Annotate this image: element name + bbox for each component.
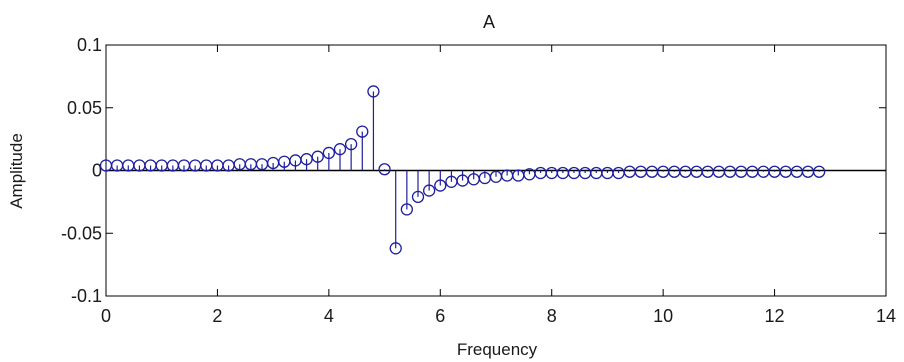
x-tick-label: 4 <box>324 306 334 326</box>
x-tick-label: 12 <box>765 306 785 326</box>
stem-marker <box>311 150 324 163</box>
y-axis-label: Amplitude <box>7 133 26 209</box>
stem-marker <box>434 179 447 192</box>
stem-marker <box>422 184 436 197</box>
stem-marker <box>389 242 402 255</box>
x-tick-label: 8 <box>547 306 557 326</box>
x-tick-label: 0 <box>101 306 111 326</box>
y-tick-label: -0.05 <box>61 223 102 243</box>
y-tick-label: 0 <box>92 161 102 181</box>
stem-marker <box>378 163 391 176</box>
y-tick-label: 0.1 <box>77 35 102 55</box>
x-tick-label: 2 <box>212 306 222 326</box>
plot-area: 0 2 4 6 8 10 12 14 0.1 0.05 0 -0.05 -0.1 <box>61 35 896 326</box>
stem-marker <box>367 85 380 98</box>
x-axis-label: Frequency <box>457 340 538 359</box>
stem-marker <box>344 137 358 151</box>
stem-marker <box>300 153 313 166</box>
stem-marker <box>322 146 336 160</box>
x-tick-label: 6 <box>435 306 445 326</box>
stem-marker <box>400 203 414 216</box>
stem-marker <box>812 165 826 178</box>
stem-marker <box>333 143 347 156</box>
x-tick-label: 10 <box>653 306 673 326</box>
chart-title: A <box>483 12 495 32</box>
stem-marker <box>411 190 425 204</box>
y-tick-label: -0.1 <box>71 286 102 306</box>
stem-marker <box>356 125 369 138</box>
x-tick-label: 14 <box>876 306 896 326</box>
y-tick-label: 0.05 <box>67 98 102 118</box>
